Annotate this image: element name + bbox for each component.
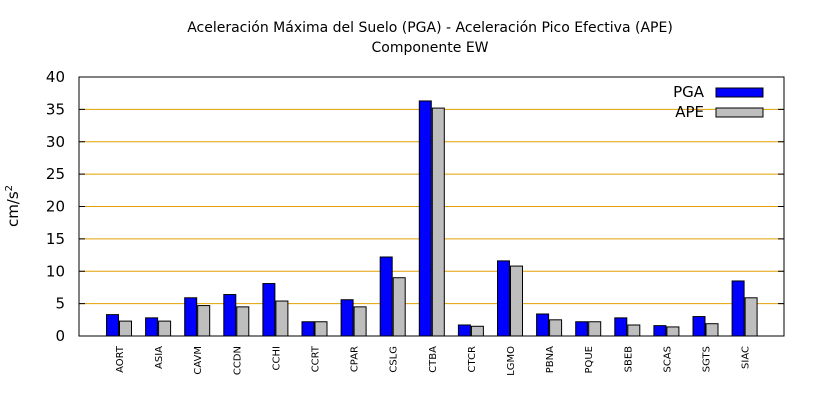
bar-ape-cavm bbox=[197, 305, 211, 337]
x-tick-label: SBEB bbox=[623, 346, 634, 373]
bar-pga-pque bbox=[575, 321, 589, 337]
y-tick-label: 0 bbox=[55, 327, 65, 345]
x-tick-label: CSLG bbox=[389, 346, 400, 373]
bar-pga-siac bbox=[731, 280, 745, 337]
bar-pga-scas bbox=[653, 325, 667, 337]
bar-pga-cchi bbox=[262, 283, 276, 337]
legend-label: APE bbox=[675, 103, 704, 121]
legend-label: PGA bbox=[673, 83, 705, 101]
bar-ape-pque bbox=[588, 321, 602, 337]
bar-ape-ctba bbox=[431, 107, 445, 337]
x-tick-label: CTBA bbox=[428, 346, 439, 373]
y-axis-label: cm/s2 bbox=[4, 185, 22, 227]
x-tick-label: PQUE bbox=[584, 346, 595, 374]
bar-ape-asia bbox=[158, 320, 172, 337]
y-tick-label: 15 bbox=[46, 230, 65, 248]
bar-pga-ctcr bbox=[457, 324, 471, 337]
x-tick-label: ASIA bbox=[154, 346, 165, 369]
bar-ape-ccrt bbox=[314, 321, 328, 337]
y-axis-label-exponent: 2 bbox=[4, 185, 15, 191]
x-tick-label: CCDN bbox=[232, 346, 243, 375]
bar-ape-scas bbox=[666, 326, 680, 337]
x-tick-label: LGMO bbox=[506, 346, 517, 376]
y-axis-ticks: 0 5 10 15 20 25 30 35 40 bbox=[46, 68, 784, 345]
bar-pga-pbna bbox=[536, 313, 550, 337]
x-tick-label: CCHI bbox=[271, 346, 282, 370]
bar-ape-sbeb bbox=[627, 324, 641, 337]
x-tick-label: SCAS bbox=[662, 346, 673, 373]
y-tick-label: 35 bbox=[46, 100, 65, 118]
bar-pga-ccdn bbox=[223, 294, 237, 337]
x-tick-label: CAVM bbox=[193, 346, 204, 375]
bar-ape-pbna bbox=[549, 319, 563, 337]
bar-ape-aort bbox=[119, 320, 132, 337]
bar-pga-lgmo bbox=[497, 260, 510, 337]
chart-title: Aceleración Máxima del Suelo (PGA) - Ace… bbox=[187, 20, 673, 36]
bar-ape-cchi bbox=[275, 300, 289, 337]
bar-pga-cslg bbox=[379, 256, 393, 337]
y-tick-label: 10 bbox=[46, 262, 65, 280]
chart-subtitle: Componente EW bbox=[371, 40, 488, 56]
bar-pga-sbeb bbox=[614, 317, 628, 337]
y-tick-label: 30 bbox=[46, 133, 65, 151]
bar-ape-cslg bbox=[392, 277, 406, 337]
x-tick-label: SGTS bbox=[702, 346, 713, 372]
x-tick-label: CTCR bbox=[467, 346, 478, 372]
y-tick-label: 5 bbox=[55, 295, 65, 313]
x-tick-label: AORT bbox=[115, 345, 126, 373]
legend-swatch-ape bbox=[715, 107, 764, 118]
x-tick-label: PBNA bbox=[545, 346, 556, 373]
bar-ape-cpar bbox=[353, 306, 367, 337]
bar-pga-aort bbox=[106, 314, 119, 337]
bar-pga-ctba bbox=[418, 100, 432, 337]
bar-ape-ccdn bbox=[236, 306, 250, 337]
bar-ape-ctcr bbox=[470, 325, 484, 337]
bar-pga-sgts bbox=[692, 316, 706, 337]
y-tick-label: 40 bbox=[46, 68, 65, 86]
bar-pga-cavm bbox=[184, 297, 198, 337]
x-tick-label: CPAR bbox=[350, 346, 361, 372]
plot-frame bbox=[78, 76, 785, 337]
legend-swatch-pga bbox=[715, 87, 764, 98]
bar-pga-ccrt bbox=[301, 321, 315, 337]
x-tick-label: SIAC bbox=[741, 346, 752, 369]
legend: PGA APE bbox=[673, 83, 764, 121]
x-axis-categories: AORT ASIA CAVM CCDN CCHI CCRT CPAR CSLG CTBA CTCR… bbox=[115, 345, 752, 376]
bar-pga-cpar bbox=[340, 299, 354, 337]
y-axis-label-unit: cm/s bbox=[4, 191, 22, 227]
x-tick-label: CCRT bbox=[311, 345, 322, 372]
bar-pga-asia bbox=[145, 317, 159, 337]
y-tick-label: 20 bbox=[46, 198, 65, 216]
bar-ape-siac bbox=[744, 297, 758, 337]
bar-ape-lgmo bbox=[510, 265, 523, 337]
bar-ape-sgts bbox=[705, 323, 719, 337]
y-tick-label: 25 bbox=[46, 165, 65, 183]
bars bbox=[106, 100, 758, 337]
